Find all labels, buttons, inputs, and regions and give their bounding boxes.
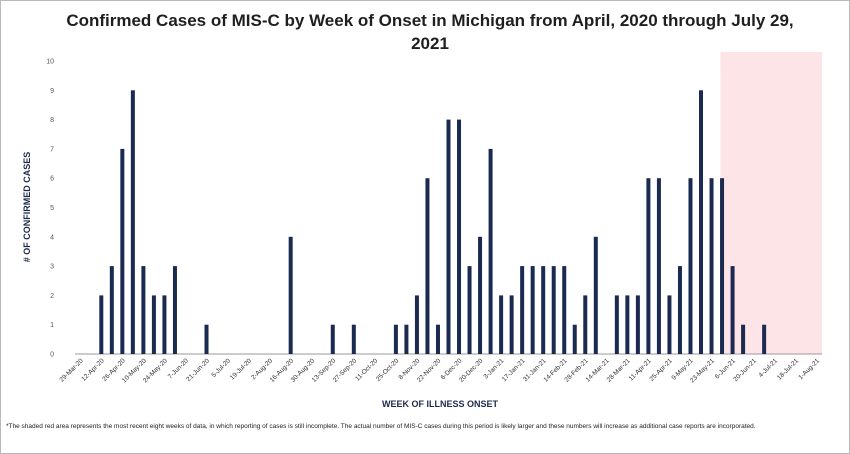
- y-tick-label: 6: [50, 176, 54, 183]
- bar: [677, 266, 682, 354]
- bar: [488, 148, 493, 354]
- bar: [720, 178, 725, 354]
- bar: [330, 324, 335, 354]
- bar: [467, 266, 472, 354]
- bar: [656, 178, 661, 354]
- bar: [393, 324, 398, 354]
- y-axis-title: # OF CONFIRMED CASES: [22, 152, 32, 263]
- chart-title: Confirmed Cases of MIS-C by Week of Onse…: [66, 11, 794, 53]
- bar: [404, 324, 409, 354]
- bar: [667, 295, 672, 354]
- y-tick-labels: 0 1 2 3 4 5 6 7 8 9 10: [46, 59, 54, 359]
- bars: [99, 90, 767, 355]
- bar: [593, 236, 598, 354]
- x-tick-labels: 29-Mar-2012-Apr-2026-Apr-2010-May-2024-M…: [59, 357, 822, 384]
- bar: [614, 295, 619, 354]
- y-tick-label: 10: [46, 59, 54, 66]
- x-tick-label: 25-Apr-21: [648, 357, 674, 383]
- y-tick-label: 3: [50, 264, 54, 271]
- x-tick-label: 20-Jun-21: [732, 357, 758, 383]
- y-tick-label: 8: [50, 117, 54, 124]
- bar: [741, 324, 746, 354]
- bar: [435, 324, 440, 354]
- bar: [204, 324, 209, 354]
- y-tick-label: 9: [50, 88, 54, 95]
- bar: [625, 295, 630, 354]
- x-tick-label: 19-Jul-20: [229, 357, 253, 381]
- bar: [509, 295, 514, 354]
- bar: [162, 295, 167, 354]
- bar: [646, 178, 651, 354]
- bar: [583, 295, 588, 354]
- y-tick-label: 2: [50, 293, 54, 300]
- bar: [520, 266, 525, 354]
- bar: [478, 236, 483, 354]
- x-tick-label: 28-Mar-21: [606, 357, 632, 383]
- y-tick-label: 1: [50, 322, 54, 329]
- bar: [172, 266, 177, 354]
- bar: [120, 148, 125, 354]
- shaded-incomplete-region: [720, 52, 822, 354]
- x-tick-label: 21-Jun-20: [185, 357, 211, 383]
- x-tick-label: 18-Jul-21: [776, 357, 800, 381]
- bar: [457, 119, 462, 354]
- bar: [99, 295, 104, 354]
- bar: [288, 236, 293, 354]
- bar: [572, 324, 577, 354]
- x-tick-label: 25-Oct-20: [375, 357, 401, 383]
- bar: [709, 178, 714, 354]
- bar: [551, 266, 556, 354]
- footnote: *The shaded red area represents the most…: [6, 423, 756, 430]
- bar: [530, 266, 535, 354]
- bar: [699, 90, 704, 355]
- y-tick-label: 7: [50, 146, 54, 153]
- y-tick-label: 4: [50, 234, 54, 241]
- bar: [151, 295, 156, 354]
- bar: [446, 119, 451, 354]
- shade-layer: [720, 52, 822, 354]
- bar: [541, 266, 546, 354]
- y-tick-label: 5: [50, 205, 54, 212]
- bar: [141, 266, 146, 354]
- y-tick-label: 0: [50, 352, 54, 359]
- bar: [762, 324, 767, 354]
- bar: [562, 266, 567, 354]
- bar: [109, 266, 114, 354]
- x-tick-label: 1-Aug-21: [797, 357, 821, 381]
- bar: [635, 295, 640, 354]
- bar: [351, 324, 356, 354]
- bar: [499, 295, 504, 354]
- bar: [730, 266, 735, 354]
- bar: [414, 295, 419, 354]
- bar: [130, 90, 135, 355]
- bar: [688, 178, 693, 354]
- x-axis-title: WEEK OF ILLNESS ONSET: [382, 399, 499, 409]
- bar: [425, 178, 430, 354]
